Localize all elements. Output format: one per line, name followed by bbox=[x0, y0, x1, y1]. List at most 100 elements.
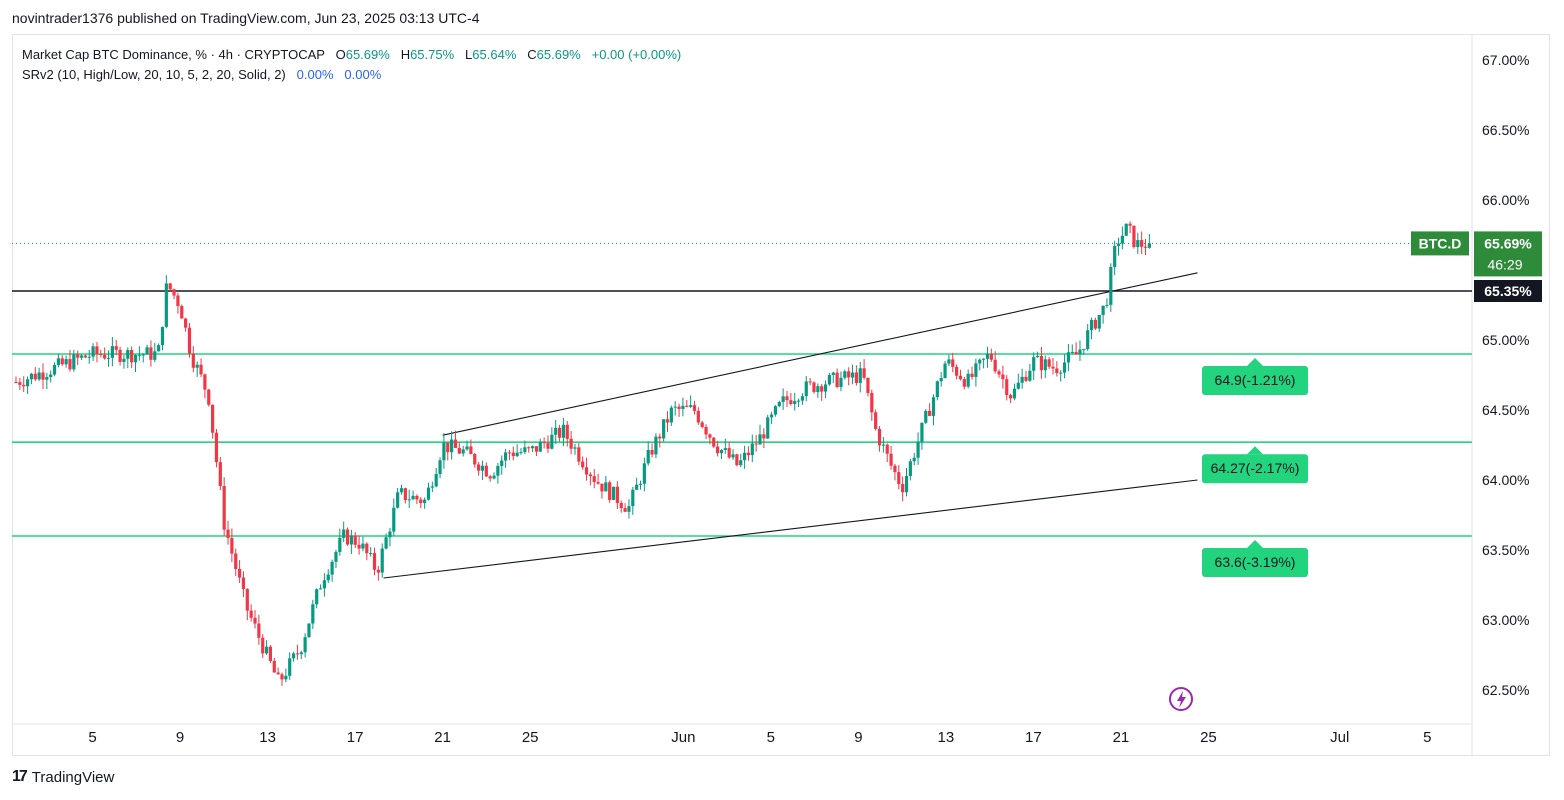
candle-body bbox=[1035, 355, 1040, 358]
candle-body bbox=[889, 453, 893, 466]
legend-low-label: L bbox=[465, 47, 473, 62]
candle-body bbox=[457, 447, 461, 454]
candle-body bbox=[627, 506, 631, 512]
candle-body bbox=[249, 610, 253, 618]
candle-body bbox=[692, 405, 697, 411]
footer-brand[interactable]: 17 TradingView bbox=[12, 768, 114, 786]
candle-body bbox=[696, 410, 700, 423]
candle-body bbox=[56, 358, 61, 366]
candle-body bbox=[897, 472, 901, 485]
candle-body bbox=[376, 569, 380, 573]
candle-body bbox=[60, 358, 64, 365]
candle-body bbox=[91, 346, 95, 357]
y-tick-label: 65.00% bbox=[1482, 332, 1529, 348]
level-label-box bbox=[1202, 548, 1308, 577]
candle-body bbox=[1113, 245, 1117, 267]
candle-body bbox=[527, 447, 531, 449]
candle-body bbox=[345, 529, 350, 545]
candle-body bbox=[874, 412, 878, 429]
candle-body bbox=[796, 400, 801, 402]
candle-body bbox=[1101, 305, 1105, 315]
candle-body bbox=[850, 372, 855, 378]
candle-body bbox=[261, 637, 265, 654]
candle-body bbox=[843, 371, 847, 378]
candle-body bbox=[480, 465, 485, 471]
candle-body bbox=[388, 531, 392, 538]
candle-body bbox=[334, 551, 338, 562]
candle-body bbox=[719, 449, 724, 454]
candle-body bbox=[631, 489, 635, 507]
candle-body bbox=[226, 529, 230, 539]
candle-body bbox=[268, 646, 273, 661]
candle-body bbox=[349, 535, 353, 545]
candle-body bbox=[519, 452, 523, 454]
candle-body bbox=[257, 623, 261, 638]
candle-body bbox=[704, 426, 708, 435]
candle-body bbox=[234, 553, 238, 570]
candle-body bbox=[160, 326, 165, 346]
legend-symbol[interactable]: Market Cap BTC Dominance, % · 4h · CRYPT… bbox=[22, 47, 325, 62]
candle-body bbox=[184, 318, 188, 328]
candle-body bbox=[76, 354, 80, 358]
candle-body bbox=[426, 487, 431, 500]
candle-body bbox=[415, 495, 419, 500]
candle-body bbox=[1043, 359, 1047, 371]
candle-body bbox=[1078, 349, 1082, 355]
candle-body bbox=[476, 464, 481, 471]
candle-body bbox=[1147, 243, 1151, 248]
candle-body bbox=[99, 354, 103, 356]
candle-body bbox=[484, 465, 488, 477]
candle-body bbox=[662, 419, 666, 439]
candle-body bbox=[773, 406, 778, 415]
legend-row-indicator: SRv2 (10, High/Low, 20, 10, 5, 2, 20, So… bbox=[22, 65, 681, 85]
candle-body bbox=[800, 396, 805, 401]
candle-body bbox=[1070, 351, 1074, 353]
y-tick-label: 66.00% bbox=[1482, 192, 1529, 208]
candle-body bbox=[157, 345, 161, 352]
candle-body bbox=[369, 553, 373, 555]
candle-body bbox=[52, 365, 57, 375]
level-label-pointer bbox=[1247, 540, 1263, 548]
x-tick-label: 9 bbox=[176, 729, 184, 746]
y-tick-label: 67.00% bbox=[1482, 52, 1529, 68]
candle-body bbox=[1062, 362, 1067, 373]
candle-body bbox=[712, 437, 716, 447]
y-tick-label: 64.50% bbox=[1482, 402, 1529, 418]
candle-body bbox=[1109, 266, 1113, 305]
candle-body bbox=[29, 373, 34, 380]
candle-body bbox=[530, 446, 535, 449]
y-tick-label: 62.50% bbox=[1482, 682, 1529, 698]
candle-body bbox=[241, 577, 246, 589]
candle-body bbox=[137, 354, 141, 356]
candle-body bbox=[1028, 370, 1032, 381]
candle-body bbox=[133, 354, 138, 363]
candle-body bbox=[584, 467, 589, 475]
candle-body bbox=[820, 386, 824, 392]
candle-body bbox=[106, 357, 111, 359]
candle-body bbox=[503, 452, 508, 461]
candle-body bbox=[1016, 382, 1020, 389]
candle-body bbox=[1032, 357, 1036, 371]
candle-body bbox=[199, 364, 203, 375]
candle-body bbox=[496, 465, 500, 476]
x-tick-label: 17 bbox=[347, 729, 364, 746]
candle-body bbox=[326, 574, 330, 581]
candle-body bbox=[912, 457, 916, 462]
candle-body bbox=[33, 373, 37, 380]
candle-body bbox=[453, 439, 458, 448]
candle-body bbox=[677, 406, 681, 409]
candle-body bbox=[22, 384, 26, 387]
candle-body bbox=[746, 452, 751, 456]
candle-body bbox=[781, 396, 785, 402]
candle-body bbox=[951, 359, 955, 367]
candle-body bbox=[1143, 246, 1148, 248]
candle-body bbox=[816, 386, 820, 393]
candle-body bbox=[1012, 388, 1017, 399]
candle-body bbox=[766, 417, 770, 439]
candle-body bbox=[264, 646, 269, 654]
candle-body bbox=[908, 461, 912, 477]
candle-body bbox=[411, 495, 415, 500]
candle-body bbox=[149, 347, 153, 360]
indicator-name[interactable]: SRv2 (10, High/Low, 20, 10, 5, 2, 20, So… bbox=[22, 67, 286, 82]
